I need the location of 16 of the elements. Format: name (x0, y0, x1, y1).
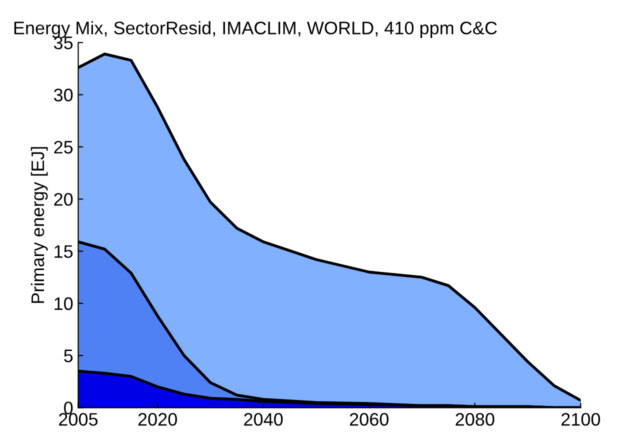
chart-title: Energy Mix, SectorResid, IMACLIM, WORLD, 410 ppm C&C (14, 21, 497, 38)
y-tick-label: 35 (54, 36, 73, 50)
x-tick-label: 2080 (456, 413, 494, 426)
y-tick-label: 15 (54, 245, 73, 258)
y-tick-label: 10 (54, 297, 73, 310)
y-axis-title: Primary energy [EJ] (30, 147, 48, 303)
x-tick-label: 2100 (561, 413, 600, 426)
x-tick-label: 2040 (244, 413, 283, 426)
y-tick-label: 25 (54, 140, 73, 154)
x-tick-label: 2020 (138, 413, 177, 426)
y-tick-label: 30 (54, 88, 73, 102)
y-tick-label: 5 (64, 350, 73, 362)
y-tick-label: 20 (54, 192, 73, 206)
y-tick-label: 0 (64, 402, 73, 414)
x-tick-label: 2060 (350, 413, 388, 426)
x-tick-label: 2005 (59, 413, 98, 426)
